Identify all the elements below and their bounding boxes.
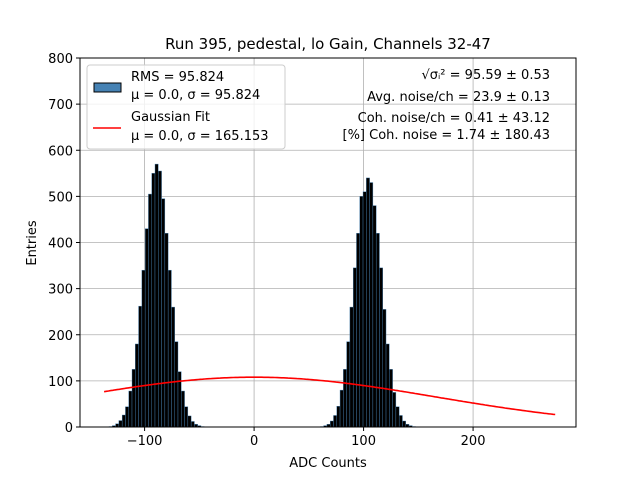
histogram-bar — [339, 389, 344, 428]
histogram-bar — [158, 170, 162, 428]
x-tick-label: 100 — [351, 434, 376, 449]
histogram-bar — [138, 305, 143, 428]
histogram-bar — [128, 390, 133, 428]
legend-fit-params: μ = 0.0, σ = 165.153 — [131, 129, 269, 144]
chart-title: Run 395, pedestal, lo Gain, Channels 32-… — [165, 35, 491, 53]
histogram-bar — [187, 415, 192, 428]
legend: RMS = 95.824 μ = 0.0, σ = 95.824 Gaussia… — [86, 64, 286, 150]
histogram-bar — [148, 193, 152, 428]
y-tick-label: 0 — [65, 421, 73, 436]
histogram-bar — [362, 191, 367, 428]
histogram-bar — [154, 163, 159, 428]
histogram-bar — [167, 269, 172, 428]
histogram-bar — [352, 267, 357, 428]
histogram-bar — [392, 392, 397, 428]
legend-rms: RMS = 95.824 — [131, 70, 224, 85]
y-tick-label: 400 — [48, 237, 73, 252]
y-tick-label: 300 — [48, 283, 73, 298]
histogram-bar — [329, 420, 334, 428]
histogram-bar — [372, 205, 377, 428]
y-tick-label: 200 — [48, 329, 73, 344]
histogram-bar — [333, 415, 337, 428]
histogram-bar — [349, 306, 354, 428]
histogram-bar — [343, 369, 347, 428]
histogram-bar — [359, 196, 364, 428]
histogram-bar — [131, 369, 136, 428]
histogram-bar — [402, 420, 406, 428]
x-tick-label: −100 — [127, 434, 163, 449]
histogram-bar — [382, 309, 387, 428]
histogram-bar — [398, 415, 403, 428]
legend-fit: Gaussian Fit — [131, 110, 210, 125]
axis-ticks: −100 0 100 200 0 100 200 300 400 500 600 700 800 — [48, 52, 485, 449]
x-tick-label: 200 — [461, 434, 486, 449]
y-tick-label: 700 — [48, 98, 73, 113]
x-axis-label: ADC Counts — [289, 456, 367, 471]
y-tick-label: 500 — [48, 190, 73, 205]
histogram-bar — [151, 173, 156, 428]
y-tick-label: 800 — [48, 52, 73, 67]
histogram-bar — [366, 177, 370, 428]
histogram-bar — [161, 198, 166, 428]
histogram-bar — [375, 233, 380, 428]
histogram-bar — [184, 406, 189, 428]
histogram-bar — [164, 233, 169, 428]
annotation-sigma: √σᵢ² = 95.59 ± 0.53 — [421, 68, 550, 83]
histogram-bar — [385, 343, 390, 428]
legend-rms-params: μ = 0.0, σ = 95.824 — [131, 88, 260, 103]
legend-histogram-swatch — [93, 82, 122, 93]
histogram-bar — [190, 421, 195, 428]
histogram-bars — [108, 163, 416, 428]
histogram-bar — [336, 406, 341, 428]
histogram-bar — [369, 182, 374, 428]
y-tick-label: 600 — [48, 144, 73, 159]
histogram-bar — [121, 414, 126, 428]
histogram-bar — [171, 306, 175, 428]
y-tick-label: 100 — [48, 375, 73, 390]
histogram-bar — [141, 269, 146, 428]
histogram-bar — [356, 233, 360, 428]
histogram-bar — [125, 406, 129, 428]
histogram-bar — [379, 267, 383, 428]
histogram-bar — [118, 420, 123, 428]
annotation-avg-noise: Avg. noise/ch = 23.9 ± 0.13 — [367, 90, 550, 105]
histogram-bar — [181, 390, 185, 428]
histogram-bar — [177, 371, 182, 428]
histogram-bar — [174, 341, 179, 428]
histogram-bar — [135, 343, 139, 428]
histogram-bar — [389, 369, 393, 428]
gaussian-fit-line — [103, 376, 556, 416]
annotations: √σᵢ² = 95.59 ± 0.53 Avg. noise/ch = 23.9… — [343, 68, 551, 143]
histogram-bar — [395, 406, 400, 428]
x-tick-label: 0 — [250, 434, 258, 449]
annotation-coh-noise-pct: [%] Coh. noise = 1.74 ± 180.43 — [343, 128, 551, 143]
y-axis-label: Entries — [25, 220, 40, 266]
annotation-coh-noise: Coh. noise/ch = 0.41 ± 43.12 — [358, 111, 550, 126]
legend-box — [86, 64, 286, 150]
histogram-bar — [144, 228, 149, 428]
